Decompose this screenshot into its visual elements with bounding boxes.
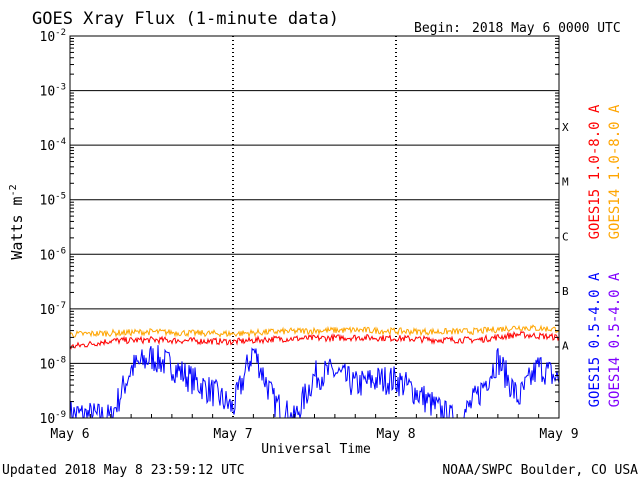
y-tick-label: 10-6 xyxy=(40,246,67,263)
y-tick-label: 10-3 xyxy=(40,83,67,100)
flare-class-label: A xyxy=(562,339,569,352)
y-tick-label: 10-5 xyxy=(40,192,67,209)
x-tick-label: May 6 xyxy=(50,427,89,442)
y-axis-label: Watts m-2 xyxy=(8,184,26,259)
y-tick-label: 10-9 xyxy=(40,410,67,427)
legend-entry: GOES15 1.0-8.0 A xyxy=(587,104,603,239)
legend-entry: GOES14 0.5-4.0 A xyxy=(607,272,623,407)
flare-class-label: B xyxy=(562,285,569,298)
legend-entry: GOES15 0.5-4.0 A xyxy=(587,272,603,407)
x-tick-label: May 8 xyxy=(376,427,415,442)
x-tick-label: May 9 xyxy=(539,427,578,442)
flare-class-label: M xyxy=(562,176,569,189)
begin-label: Begin: xyxy=(414,21,461,36)
series-line xyxy=(69,324,560,338)
y-tick-label: 10-8 xyxy=(40,355,67,372)
grid-lines xyxy=(70,36,559,418)
updated-timestamp: Updated 2018 May 8 23:59:12 UTC xyxy=(2,463,245,478)
legend: GOES15 1.0-8.0 A GOES14 1.0-8.0 A GOES15 0… xyxy=(587,104,623,407)
series-line xyxy=(69,330,560,350)
x-axis-label: Universal Time xyxy=(261,442,371,457)
y-tick-label: 10-7 xyxy=(40,301,67,318)
series-layer xyxy=(69,324,560,419)
flare-class-label: C xyxy=(562,230,569,243)
legend-entry: GOES14 1.0-8.0 A xyxy=(607,104,623,239)
flare-class-label: X xyxy=(562,121,569,134)
x-tick-label: May 7 xyxy=(213,427,252,442)
y-tick-label: 10-4 xyxy=(40,137,67,154)
y-tick-label: 10-2 xyxy=(40,28,67,45)
credit-text: NOAA/SWPC Boulder, CO USA xyxy=(442,463,638,478)
plot-frame xyxy=(69,35,560,419)
begin-value: 2018 May 6 0000 UTC xyxy=(472,21,621,36)
chart-title: GOES Xray Flux (1-minute data) xyxy=(32,9,339,29)
axes: 10-9 10-8 10-7 10-6 10-5 10-4 10-3 10-2 May 6 May… xyxy=(40,28,579,442)
series-line xyxy=(69,345,560,419)
